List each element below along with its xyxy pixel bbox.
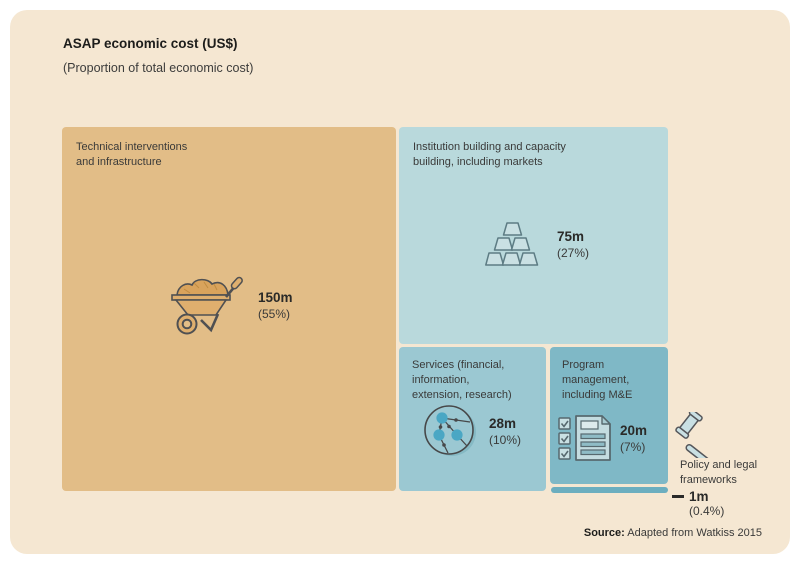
segment-label: Institution building and capacity buildi… <box>413 141 566 168</box>
treemap-segment-technical: Technical interventions and infrastructu… <box>62 127 396 491</box>
network-icon <box>423 403 479 459</box>
treemap-segment-services: Services (financial, information, extens… <box>399 347 546 491</box>
wheelbarrow-icon <box>166 273 244 337</box>
gavel-icon <box>674 412 726 458</box>
segment-percent: (10%) <box>489 432 522 447</box>
segment-value: 20m <box>620 422 648 438</box>
segment-value: 28m <box>489 415 517 431</box>
segment-percent: (0.4%) <box>689 504 725 518</box>
checklist-icon <box>557 413 613 463</box>
segment-value-group: 28m (10%) <box>423 403 521 459</box>
segment-percent: (55%) <box>258 306 291 321</box>
segment-label: Services (financial, information, extens… <box>412 359 512 401</box>
segment-value-group: 75m (27%) <box>485 221 589 267</box>
page-title: ASAP economic cost (US$) <box>63 36 238 51</box>
segment-label: Program management, including M&E <box>562 359 633 401</box>
segment-percent: (27%) <box>557 245 590 260</box>
treemap-segment-policy <box>551 487 668 493</box>
segment-value-group: 20m (7%) <box>557 413 647 463</box>
segment-label: Technical interventions and infrastructu… <box>76 141 188 168</box>
segment-percent: (7%) <box>620 439 646 454</box>
source-text: Adapted from Watkiss 2015 <box>624 527 762 539</box>
segment-value: 150m <box>258 289 293 305</box>
segment-value: 75m <box>557 228 585 244</box>
callout-connector-line <box>672 495 684 498</box>
segment-label: Policy and legal frameworks <box>680 459 758 486</box>
segment-value-group: 150m (55%) <box>166 273 293 337</box>
segment-value-group: 1m <box>672 488 709 505</box>
segment-value: 1m <box>689 489 709 504</box>
page-subtitle: (Proportion of total economic cost) <box>63 61 254 75</box>
gold-bars-icon <box>485 221 541 267</box>
source-note: Source: Adapted from Watkiss 2015 <box>584 527 762 539</box>
source-label: Source: <box>583 527 625 539</box>
treemap-segment-program: Program management, including M&E <box>550 347 668 484</box>
infographic-panel: ASAP economic cost (US$) (Proportion of … <box>10 10 790 554</box>
treemap-segment-institution: Institution building and capacity buildi… <box>399 127 668 344</box>
